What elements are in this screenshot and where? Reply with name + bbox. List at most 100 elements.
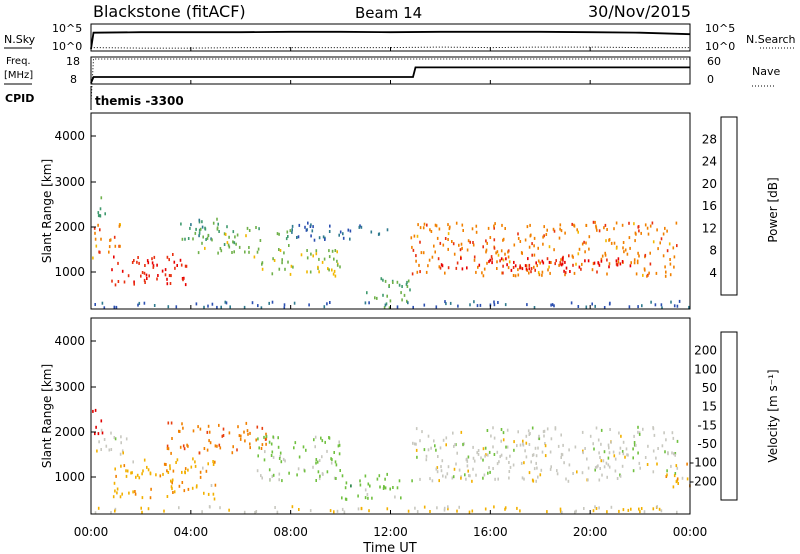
vel-cells-cell-8 bbox=[639, 510, 641, 514]
vel-cells-cell-2 bbox=[184, 467, 187, 471]
power-cells-cell-5 bbox=[228, 245, 231, 249]
power-cells-cell-5 bbox=[199, 227, 202, 231]
power-cells-cell-9 bbox=[417, 223, 419, 227]
vel-cells-cell-6 bbox=[582, 451, 584, 455]
vel-cells-cell-8 bbox=[575, 509, 577, 513]
vel-cells-cell-6 bbox=[652, 426, 654, 430]
power-ytick-label-2: 2000 bbox=[54, 220, 85, 234]
noise-tick-top: 10^5 bbox=[52, 22, 82, 35]
vel-cells-cell-6 bbox=[674, 452, 677, 455]
power-cells-cell-11 bbox=[688, 305, 690, 309]
vel-cells-cell-4 bbox=[270, 454, 273, 457]
vel-cells-cell-6 bbox=[533, 467, 536, 471]
power-cells-cell-9 bbox=[575, 262, 577, 266]
vel-cells-cell-5 bbox=[366, 493, 369, 496]
power-cells-cell-0 bbox=[99, 228, 101, 232]
power-cells-cell-9 bbox=[548, 265, 550, 269]
power-cells-cell-11 bbox=[449, 301, 452, 305]
vel-cells-cell-6 bbox=[599, 456, 601, 459]
vel-cells-cell-6 bbox=[488, 450, 491, 454]
vel-cells-cell-6 bbox=[439, 446, 442, 450]
power-cells-cell-9 bbox=[481, 271, 483, 275]
power-cells-cell-10 bbox=[629, 264, 632, 268]
vel-cells-cell-6 bbox=[587, 466, 590, 470]
vel-cells-cell-4 bbox=[330, 461, 333, 465]
vel-cells-cell-6 bbox=[535, 479, 537, 483]
vel-cells-cell-2 bbox=[205, 469, 208, 473]
nave-tick-bottom: 0 bbox=[707, 73, 714, 86]
vel-cells-cell-6 bbox=[609, 428, 611, 431]
vel-cells-cell-5 bbox=[369, 484, 371, 488]
power-cells-cell-9 bbox=[547, 268, 549, 272]
vel-cells-cell-6 bbox=[638, 431, 641, 435]
vel-cells-cell-4 bbox=[331, 458, 333, 462]
vel-cells-cell-2 bbox=[163, 462, 166, 466]
vel-cells-cell-2 bbox=[116, 491, 118, 495]
vel-cells-cell-4 bbox=[271, 450, 274, 454]
power-cells-cell-7 bbox=[324, 238, 326, 241]
power-cells-cell-9 bbox=[649, 224, 652, 228]
power-cells-cell-9 bbox=[585, 223, 587, 227]
power-cells-cell-5 bbox=[285, 237, 288, 241]
power-cells-cell-11 bbox=[445, 302, 447, 306]
power-cells-cell-11 bbox=[224, 300, 227, 304]
power-cells-cell-8 bbox=[405, 282, 408, 286]
power-cells-cell-10 bbox=[565, 266, 568, 270]
power-cells-cell-9 bbox=[642, 273, 644, 277]
vel-cells-cell-3 bbox=[222, 427, 225, 431]
power-cells-cell-9 bbox=[517, 232, 519, 236]
vel-cells-cell-8 bbox=[658, 507, 661, 511]
power-cells-cell-2 bbox=[182, 278, 184, 282]
vel-cells-cell-8 bbox=[622, 508, 625, 512]
vel-cells-cell-3 bbox=[218, 423, 220, 427]
vel-cells-cell-0 bbox=[92, 409, 94, 413]
power-cells-cell-10 bbox=[535, 261, 537, 265]
vel-cells-cell-6 bbox=[436, 466, 439, 470]
power-cells-cell-9 bbox=[629, 246, 631, 250]
power-cells-cell-11 bbox=[497, 301, 499, 304]
power-cells-cell-11 bbox=[251, 301, 254, 305]
power-cells-cell-6 bbox=[321, 260, 324, 264]
power-cells-cell-5 bbox=[256, 250, 259, 254]
vel-cells-cell-6 bbox=[614, 457, 617, 461]
power-cells-cell-9 bbox=[606, 272, 608, 276]
power-cells-cell-5 bbox=[246, 226, 249, 230]
velocity-colorbar-tick-2: 50 bbox=[702, 381, 717, 395]
power-cells-cell-8 bbox=[403, 293, 406, 297]
power-cells-cell-9 bbox=[500, 249, 503, 253]
power-cells-cell-9 bbox=[546, 257, 549, 261]
power-cells-cell-9 bbox=[508, 260, 511, 264]
power-cells-cell-5 bbox=[206, 236, 209, 240]
vel-cells-cell-6 bbox=[632, 447, 634, 451]
vel-cells-cell-8 bbox=[209, 505, 211, 509]
vel-cells-cell-8 bbox=[360, 506, 363, 510]
power-cells-cell-9 bbox=[666, 229, 668, 233]
vel-cells-cell-6 bbox=[451, 476, 454, 480]
power-cells-cell-9 bbox=[672, 246, 675, 250]
power-cells-cell-9 bbox=[572, 255, 574, 259]
vel-cells-cell-3 bbox=[206, 448, 209, 452]
power-cells-cell-9 bbox=[585, 241, 587, 245]
vel-cells-cell-1 bbox=[105, 444, 108, 448]
power-cells-cell-9 bbox=[411, 272, 414, 276]
vel-cells-cell-6 bbox=[633, 434, 635, 438]
power-cells-cell-2 bbox=[140, 274, 142, 278]
vel-cells-cell-6 bbox=[522, 439, 524, 443]
power-cells-cell-10 bbox=[499, 259, 501, 263]
power-cells-cell-9 bbox=[664, 274, 667, 278]
vel-cells-cell-2 bbox=[175, 461, 177, 464]
power-cells-cell-3 bbox=[141, 271, 144, 274]
vel-cells-cell-8 bbox=[228, 508, 230, 512]
vel-cells-cell-6 bbox=[482, 458, 484, 462]
power-cells-cell-9 bbox=[628, 221, 630, 225]
power-cells-cell-7 bbox=[311, 229, 314, 233]
velocity-colorbar-tick-4: -15 bbox=[697, 418, 717, 432]
power-cells-cell-9 bbox=[460, 242, 463, 246]
power-cells-cell-6 bbox=[333, 269, 336, 273]
power-cells-cell-6 bbox=[315, 252, 318, 256]
vel-cells-cell-6 bbox=[477, 452, 480, 456]
vel-cells-cell-2 bbox=[115, 474, 117, 478]
vel-cells-cell-2 bbox=[210, 484, 213, 487]
vel-cells-cell-5 bbox=[394, 495, 396, 499]
